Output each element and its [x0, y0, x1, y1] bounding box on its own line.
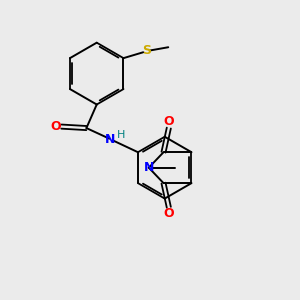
Text: O: O: [50, 120, 61, 133]
Text: S: S: [142, 44, 151, 57]
Text: N: N: [105, 133, 115, 146]
Text: H: H: [117, 130, 125, 140]
Text: N: N: [144, 161, 154, 174]
Text: O: O: [164, 207, 174, 220]
Text: O: O: [164, 115, 174, 128]
